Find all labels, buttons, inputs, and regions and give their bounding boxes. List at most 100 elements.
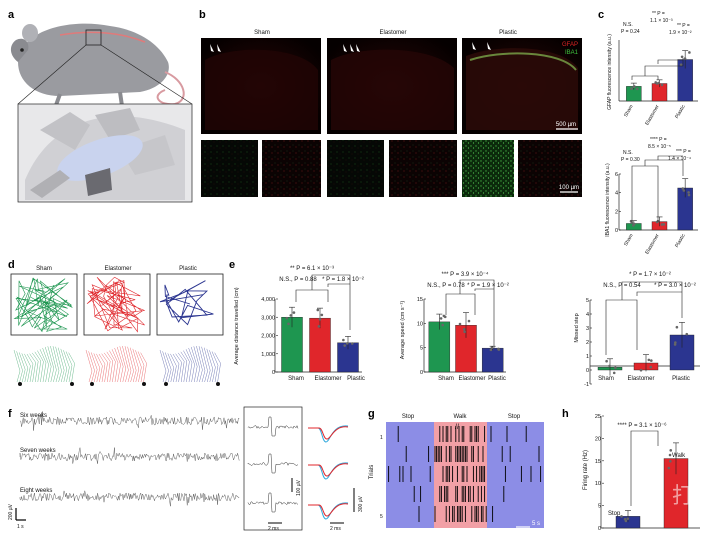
f-overlay-scale-t: 2 ms xyxy=(330,526,341,532)
e2-dot-0-0 xyxy=(441,323,444,327)
panel-b-microscopy: Sham Elastomer Plastic GFAP IBA1 500 µm … xyxy=(201,30,582,197)
c-top-dot-0-3 xyxy=(635,87,639,91)
panel-label-a: a xyxy=(8,9,15,21)
d-gait-0 xyxy=(13,345,75,386)
e1-dot-1-1 xyxy=(320,313,324,317)
d-track-1 xyxy=(86,276,145,333)
c-top-stat-p2b: 1.1 × 10⁻³ xyxy=(650,18,673,24)
f-overlay-scale-v: 300 µV xyxy=(358,495,364,512)
e2-stat-top: *** P = 3.9 × 10⁻⁴ xyxy=(441,271,488,278)
f-overlay-cyan-0 xyxy=(308,425,349,443)
e2-stat-right: * P = 1.9 × 10⁻² xyxy=(467,283,509,289)
e1-ytick-label-4: 4,000 xyxy=(261,297,275,303)
d-gait-1 xyxy=(85,345,147,386)
h-dot-1-2 xyxy=(668,453,672,457)
e3-dot-0-0 xyxy=(614,366,617,370)
e1-dot-0-1 xyxy=(292,311,296,314)
panel-d-open-field: Sham Elastomer Plastic xyxy=(10,266,224,386)
e2-dot-2-1 xyxy=(489,348,493,352)
e3-ytick-label-1: 0 xyxy=(586,368,589,374)
e3-x-elastomer: Elastomer xyxy=(627,376,654,382)
c-top-stat-p1: P = 0.24 xyxy=(621,29,640,35)
d-title-plastic: Plastic xyxy=(179,266,197,272)
h-ytick-label-4: 20 xyxy=(595,436,601,442)
f-spike-1 xyxy=(247,453,299,474)
e3-ytick-label-4: 3 xyxy=(586,326,589,332)
panel-e-charts: Average distance travelled (cm) 0 1,000 2,… xyxy=(234,266,700,388)
c-top-stat-ns: N.S. xyxy=(623,22,633,28)
spinal-implant-zoom xyxy=(17,103,193,203)
scale-100um: 100 µm xyxy=(559,185,579,191)
g-scale: 5 s xyxy=(532,521,540,527)
c-top-stat-p3a: ** P = xyxy=(677,23,690,29)
f-overlay-red-0 xyxy=(308,426,349,440)
c-top-ylabel: GFAP fluorescence intensity (a.u.) xyxy=(607,34,613,110)
panel-label-f: f xyxy=(8,408,12,420)
e1-dot-0-2 xyxy=(287,322,290,326)
c-bot-dot-0-3 xyxy=(630,221,634,224)
f-inset-scale-t: 2 ms xyxy=(268,526,279,532)
e2-dot-2-2 xyxy=(490,346,494,350)
e1-stat-left: N.S., P = 0.88 xyxy=(279,277,317,283)
e2-dot-1-3 xyxy=(467,319,471,323)
c-bot-xlabel-sham: Sham xyxy=(623,233,635,247)
e3-dot-2-1 xyxy=(673,343,677,346)
e1-x-elastomer: Elastomer xyxy=(314,376,341,382)
e3-dot-1-1 xyxy=(647,358,651,362)
watermark: 打 xyxy=(672,484,694,509)
c-bot-stat-p3b: 1.4 × 10⁻⁴ xyxy=(668,156,691,162)
c-bot-dot-2-0 xyxy=(682,189,686,192)
col-label-elastomer: Elastomer xyxy=(379,30,406,36)
f-row-eight: Eight weeks xyxy=(20,488,52,494)
panel-c-bottom-chart: IBA1 fluorescence intensity (a.u.) 0246 … xyxy=(605,137,698,255)
panel-label-c: c xyxy=(598,9,604,21)
e2-x-elastomer: Elastomer xyxy=(458,376,485,382)
h-dot-0-0 xyxy=(620,515,623,518)
panel-f-recordings: Six weeks Seven weeks Eight weeks 200 µV… xyxy=(8,406,364,532)
c-bot-ytick-label-0: 0 xyxy=(615,228,618,234)
e2-bar-2 xyxy=(481,347,504,373)
d-gait-2 xyxy=(159,345,221,386)
e2-x-plastic: Plastic xyxy=(488,376,506,382)
f-scale-t: 1 s xyxy=(17,524,24,530)
e1-dot-0-3 xyxy=(285,316,289,320)
c-bot-dot-2-1 xyxy=(687,193,691,197)
e1-ytick-label-0: 0 xyxy=(272,370,275,376)
e1-dot-2-3 xyxy=(342,338,345,342)
g-label-stop2: Stop xyxy=(508,414,521,420)
f-overlay-red-2 xyxy=(308,503,349,517)
e2-ytick-label-1: 5 xyxy=(420,346,423,352)
c-bot-dot-1-3 xyxy=(660,223,664,226)
e1-x-plastic: Plastic xyxy=(347,376,365,382)
e2-ytick-label-2: 10 xyxy=(417,321,423,327)
panel-label-g: g xyxy=(368,408,375,420)
stop-region-1 xyxy=(386,422,434,528)
e3-ylabel: Missed step xyxy=(574,313,580,342)
e3-dot-0-3 xyxy=(605,359,608,363)
c-top-stat-p3b: 1.9 × 10⁻² xyxy=(669,30,692,36)
c-bot-dot-1-0 xyxy=(662,223,666,226)
e3-dot-0-2 xyxy=(612,371,616,375)
e2-dot-1-0 xyxy=(458,322,462,326)
e1-dot-1-2 xyxy=(316,308,320,312)
f-row-seven: Seven weeks xyxy=(20,448,56,454)
d-title-elastomer: Elastomer xyxy=(104,266,131,272)
e3-ytick-label-5: 4 xyxy=(586,312,589,318)
e3-stat-top: * P = 1.7 × 10⁻² xyxy=(629,272,671,278)
f-spike-0 xyxy=(247,416,299,437)
e1-dot-2-1 xyxy=(345,342,349,345)
f-overlay-cyan-1 xyxy=(308,462,349,480)
panel-g-raster: Stop Walk Stop // Trials 1 5 5 s xyxy=(369,414,544,528)
e1-ytick-label-3: 3,000 xyxy=(261,315,275,321)
e1-dot-1-0 xyxy=(317,325,321,328)
f-trace-0 xyxy=(19,411,240,431)
c-bot-stat-p2b: 8.5 × 10⁻⁵ xyxy=(648,144,671,150)
e3-dot-1-2 xyxy=(650,359,653,362)
h-ytick-label-2: 10 xyxy=(595,481,601,487)
e3-stat-right: * P = 3.0 × 10⁻² xyxy=(654,283,696,289)
g-ylabel: Trials xyxy=(369,465,375,479)
h-label-walk: Walk xyxy=(672,453,686,459)
mouse-illustration xyxy=(10,23,193,109)
c-top-dot-2-3 xyxy=(688,51,691,54)
